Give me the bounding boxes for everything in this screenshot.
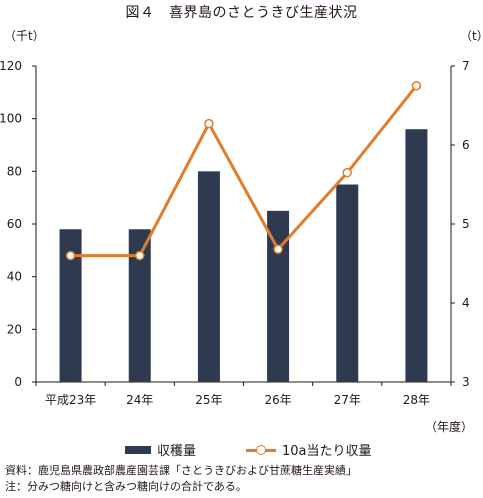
left-tick-label: 20 xyxy=(7,322,22,336)
line-point xyxy=(135,250,145,261)
line-point xyxy=(204,118,214,129)
right-tick-label: 3 xyxy=(462,375,470,389)
bar xyxy=(59,229,82,382)
axes xyxy=(32,65,455,386)
legend-bar-label: 収穫量 xyxy=(157,444,197,459)
source-note: 資料：鹿児島県農政部農産園芸課「さとうきびおよび甘蔗糖生産実績」 xyxy=(5,464,357,477)
footnote: 注：分みつ糖向けと含みつ糖向けの合計である。 xyxy=(5,480,247,493)
line-path xyxy=(70,84,418,258)
legend-bar-swatch xyxy=(125,445,151,454)
right-tick-label: 4 xyxy=(462,296,470,310)
left-axis-unit: （千t） xyxy=(4,29,45,43)
left-tick-label: 100 xyxy=(0,112,22,126)
legend-item-line: 10a当たり収量 xyxy=(246,440,372,459)
notes: 資料：鹿児島県農政部農産園芸課「さとうきびおよび甘蔗糖生産実績」 注：分みつ糖向… xyxy=(5,463,357,495)
x-axis-unit: （年度） xyxy=(425,420,474,434)
bar xyxy=(128,229,151,382)
right-tick-label: 7 xyxy=(462,59,470,73)
legend-item-bar: 収穫量 xyxy=(125,440,196,459)
left-tick-label: 80 xyxy=(7,164,22,178)
line-series xyxy=(65,81,422,261)
left-tick-label: 120 xyxy=(0,59,22,73)
left-tick-label: 0 xyxy=(14,375,22,389)
left-tick-label: 40 xyxy=(7,270,22,284)
bar xyxy=(197,171,220,382)
x-tick-label: 27年 xyxy=(334,393,361,407)
right-tick-label: 5 xyxy=(462,217,470,231)
x-tick-label: 28年 xyxy=(403,393,430,407)
line-point xyxy=(342,167,352,178)
bar xyxy=(267,210,290,382)
x-tick-label: 25年 xyxy=(195,393,222,407)
chart-title: 図４ 喜界島のさとうきび生産状況 xyxy=(125,5,358,21)
x-tick-label: 26年 xyxy=(264,393,291,407)
left-tick-label: 60 xyxy=(7,217,22,231)
chart-area: 0 20 40 60 80 100 120 3 4 5 6 7 平成23年 24年 25年 26年 27年 28年 xyxy=(0,59,470,407)
x-tick-label: 24年 xyxy=(126,393,153,407)
line-point xyxy=(65,250,76,261)
bar xyxy=(336,184,359,382)
bar-series xyxy=(59,129,428,382)
line-point xyxy=(411,81,422,91)
legend-line-swatch xyxy=(246,444,276,456)
x-tick-label: 平成23年 xyxy=(45,393,96,407)
legend-line-label: 10a当たり収量 xyxy=(282,444,372,459)
legend: 収穫量 10a当たり収量 xyxy=(0,440,483,460)
right-axis-unit: （t） xyxy=(460,29,483,43)
line-point xyxy=(273,244,283,255)
bar xyxy=(405,129,428,382)
tick-labels: 0 20 40 60 80 100 120 3 4 5 6 7 平成23年 24年 25年 26年 27年 28年 xyxy=(0,59,470,407)
right-tick-label: 6 xyxy=(462,138,470,152)
